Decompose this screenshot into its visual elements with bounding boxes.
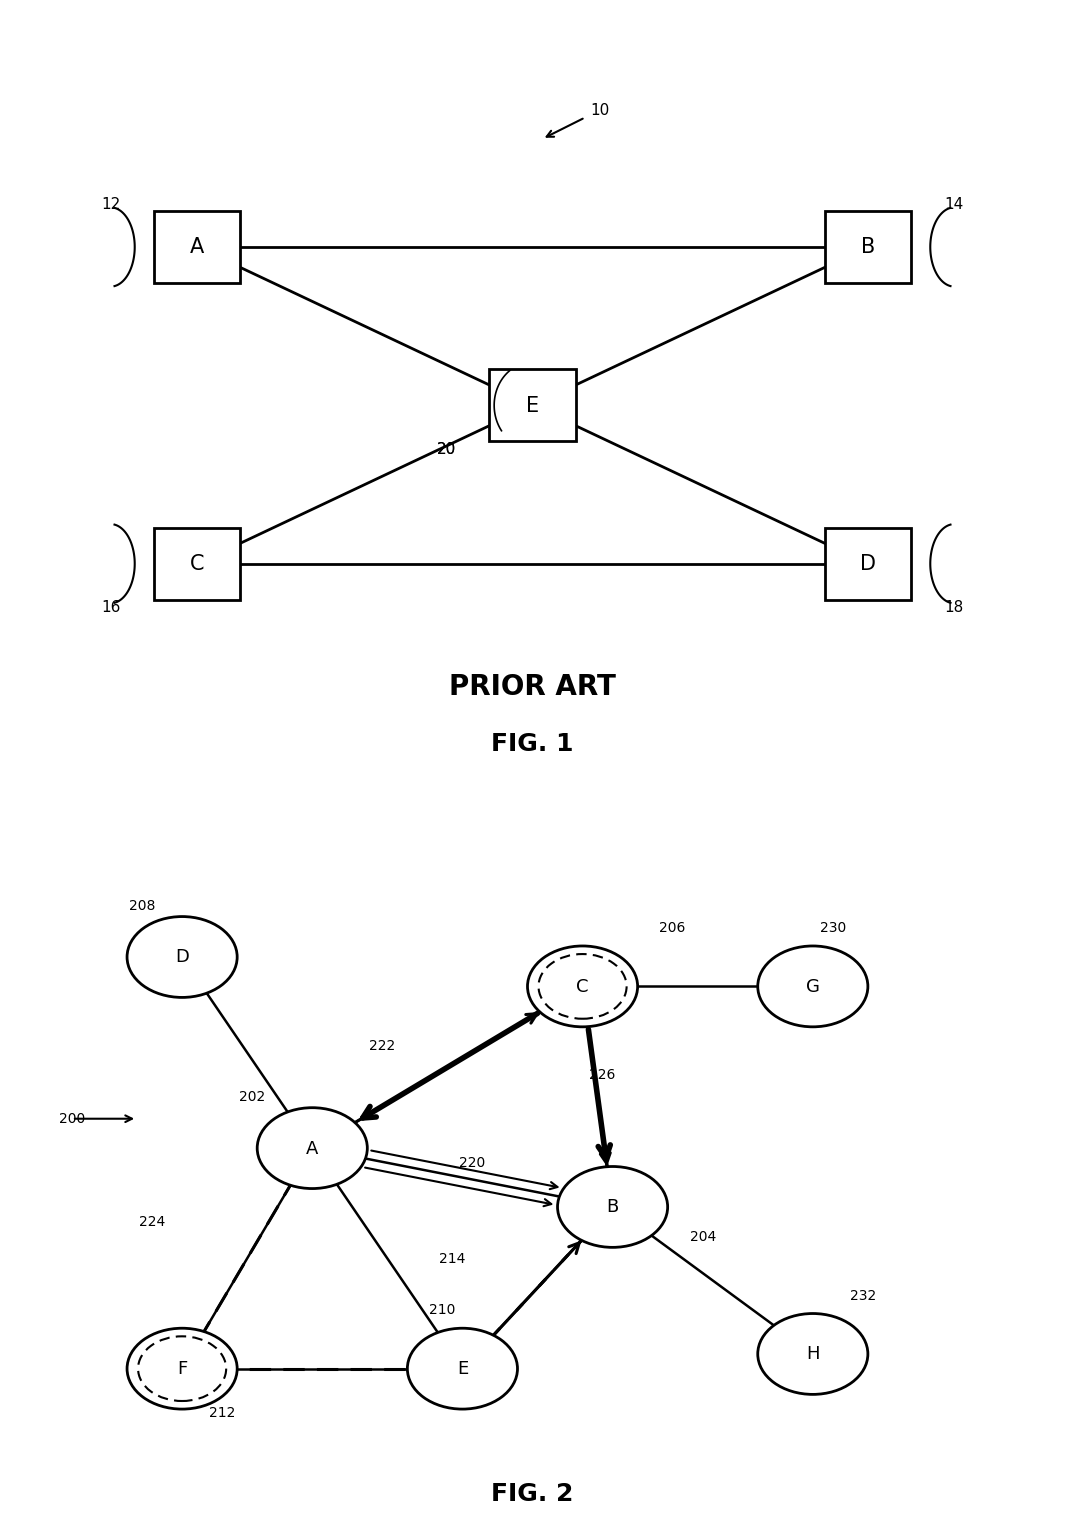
Text: 16: 16: [101, 600, 120, 614]
FancyBboxPatch shape: [825, 528, 911, 600]
FancyBboxPatch shape: [490, 371, 575, 441]
FancyBboxPatch shape: [154, 211, 241, 283]
Text: 18: 18: [945, 600, 964, 614]
Circle shape: [527, 946, 638, 1027]
Text: FIG. 1: FIG. 1: [491, 732, 574, 756]
Text: G: G: [806, 978, 820, 995]
Text: 10: 10: [590, 103, 609, 118]
Text: B: B: [861, 237, 875, 257]
Circle shape: [407, 1329, 518, 1409]
FancyBboxPatch shape: [154, 528, 241, 600]
Text: 12: 12: [101, 197, 120, 211]
Text: C: C: [190, 554, 204, 574]
Text: D: D: [859, 554, 876, 574]
Text: B: B: [606, 1199, 619, 1216]
Circle shape: [558, 1167, 668, 1248]
Text: 232: 232: [850, 1288, 876, 1303]
Text: 230: 230: [820, 920, 846, 935]
Text: 212: 212: [209, 1405, 235, 1419]
Text: E: E: [457, 1360, 468, 1378]
Circle shape: [258, 1108, 367, 1188]
Text: 202: 202: [239, 1090, 265, 1104]
Text: PRIOR ART: PRIOR ART: [449, 672, 616, 700]
Text: FIG. 2: FIG. 2: [491, 1482, 574, 1505]
Text: F: F: [177, 1360, 187, 1378]
FancyBboxPatch shape: [825, 211, 911, 283]
Text: A: A: [306, 1139, 318, 1157]
Text: 208: 208: [129, 899, 155, 912]
Text: 214: 214: [439, 1251, 465, 1266]
Text: H: H: [806, 1346, 820, 1363]
Text: 210: 210: [429, 1303, 456, 1317]
Text: 200: 200: [59, 1112, 85, 1125]
Text: 220: 220: [459, 1156, 486, 1170]
Text: E: E: [526, 395, 539, 416]
Text: A: A: [190, 237, 204, 257]
Text: 222: 222: [370, 1038, 395, 1052]
Circle shape: [127, 1329, 237, 1409]
Circle shape: [757, 1314, 868, 1395]
Text: 14: 14: [945, 197, 964, 211]
Text: 20: 20: [437, 441, 456, 456]
Text: D: D: [175, 948, 190, 966]
Text: 204: 204: [689, 1229, 716, 1243]
Circle shape: [127, 917, 237, 998]
Text: 226: 226: [589, 1067, 616, 1082]
Circle shape: [757, 946, 868, 1027]
Text: 224: 224: [138, 1214, 165, 1229]
Text: 20: 20: [437, 441, 456, 456]
Text: 206: 206: [659, 920, 686, 935]
Text: C: C: [576, 978, 589, 995]
